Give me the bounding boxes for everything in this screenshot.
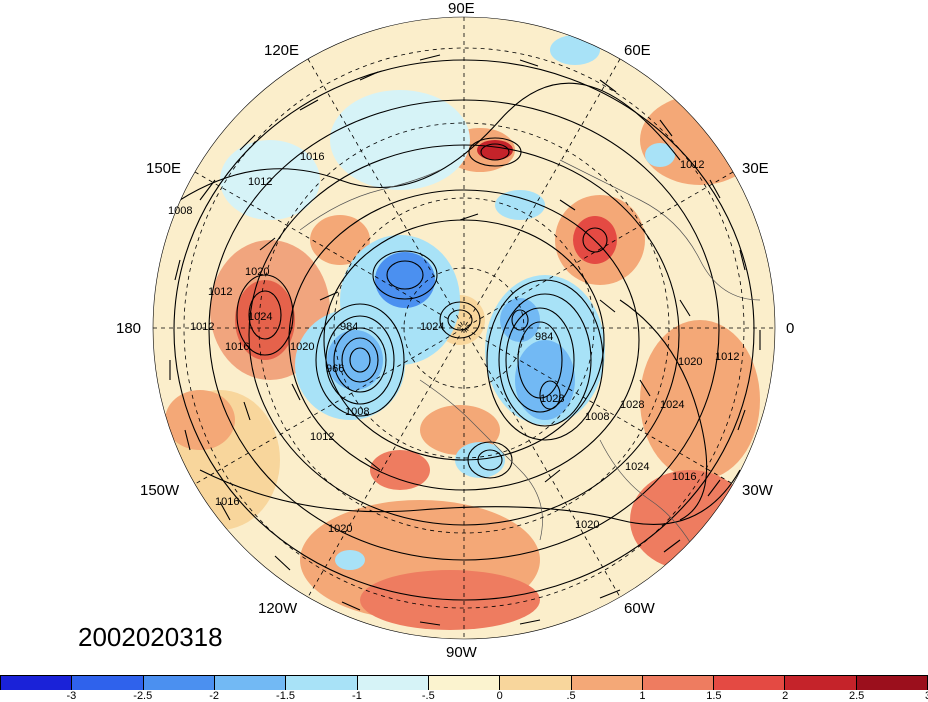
contour-label: 1012 [310,431,334,443]
contour-label: 1012 [680,159,704,171]
contour-label: 1024 [248,311,272,323]
colorbar-cell [0,676,73,690]
colorbar-cell [856,676,928,690]
contour-labels: 1012 1016 1012 1008 1020 1024 1012 1016 … [168,151,739,535]
contour-label: 1016 [300,151,324,163]
colorbar-cell [500,676,572,690]
map-boundary [152,16,776,640]
colorbar-tick-label: -1.5 [276,690,296,702]
contour-label: 1020 [328,523,352,535]
colorbar-cell [714,676,786,690]
wind-barbs [169,54,761,626]
coastlines [299,159,761,561]
colorbar-tick-label: 3 [925,690,928,702]
anomaly-field [153,17,775,639]
contour-label: 1024 [625,461,649,473]
colorbar-cell [286,676,358,690]
lon-label-120e: 120E [264,42,300,59]
lon-label-150e: 150E [146,160,182,177]
lon-label-60w: 60W [624,600,655,617]
colorbar-cell [785,676,857,690]
graticule [153,17,775,639]
contour-label: 1016 [225,341,249,353]
contour-label: 1012 [208,286,232,298]
contour-label: 984 [535,331,553,343]
contour-label: 1016 [672,471,696,483]
colorbar-cell [357,676,429,690]
timestamp-label: 2002020318 [78,622,223,652]
contour-label: 1020 [575,519,599,531]
colorbar-tick-label: .5 [566,690,576,702]
contour-label: 966 [326,363,344,375]
colorbar-tick-label: 1.5 [706,690,722,702]
colorbar-tick-label: -.5 [421,690,435,702]
colorbar-tick-label: 2.5 [848,690,865,702]
contour-label: 1008 [168,205,192,217]
contour-label: 1016 [215,496,239,508]
contour-label: 1028 [540,393,564,405]
contour-label: 984 [340,321,358,333]
contour-label: 1028 [620,399,644,411]
colorbar-cells [0,676,928,690]
contour-label: 1008 [345,406,369,418]
contour-label: 1008 [585,411,609,423]
lon-label-120w: 120W [258,600,298,617]
lon-label-90w: 90W [446,644,477,661]
colorbar-cell [143,676,215,690]
lon-label-180: 180 [116,320,142,337]
colorbar-tick-label: -2.5 [133,690,153,702]
lon-label-150w: 150W [140,482,180,499]
colorbar-cell [642,676,715,690]
contour-label: 1012 [248,176,272,188]
colorbar-tick-label: 1 [639,690,646,702]
contour-label: 1020 [678,356,702,368]
colorbar-cell [571,676,643,690]
contour-label: 1024 [660,399,684,411]
lon-label-90e: 90E [448,0,475,17]
colorbar-tick-label: -3 [66,690,77,702]
lon-label-30e: 30E [742,160,769,177]
colorbar-tick-label: -2 [209,690,220,702]
contour-label: 1020 [245,266,269,278]
colorbar-cell [72,676,144,690]
contour-label: 1012 [715,351,739,363]
colorbar-tick-label: -1 [352,690,362,702]
contour-label: 1024 [420,321,444,333]
colorbar-cell [214,676,287,690]
colorbar [0,675,928,690]
lon-label-0: 0 [786,320,795,337]
colorbar-tick-label: 0 [496,690,503,702]
lon-label-30w: 30W [742,482,773,499]
contour-label: 1020 [290,341,314,353]
colorbar-tick-label: 2 [782,690,789,702]
lon-label-60e: 60E [624,42,651,59]
colorbar-cell [428,676,501,690]
contour-label: 1012 [190,321,214,333]
